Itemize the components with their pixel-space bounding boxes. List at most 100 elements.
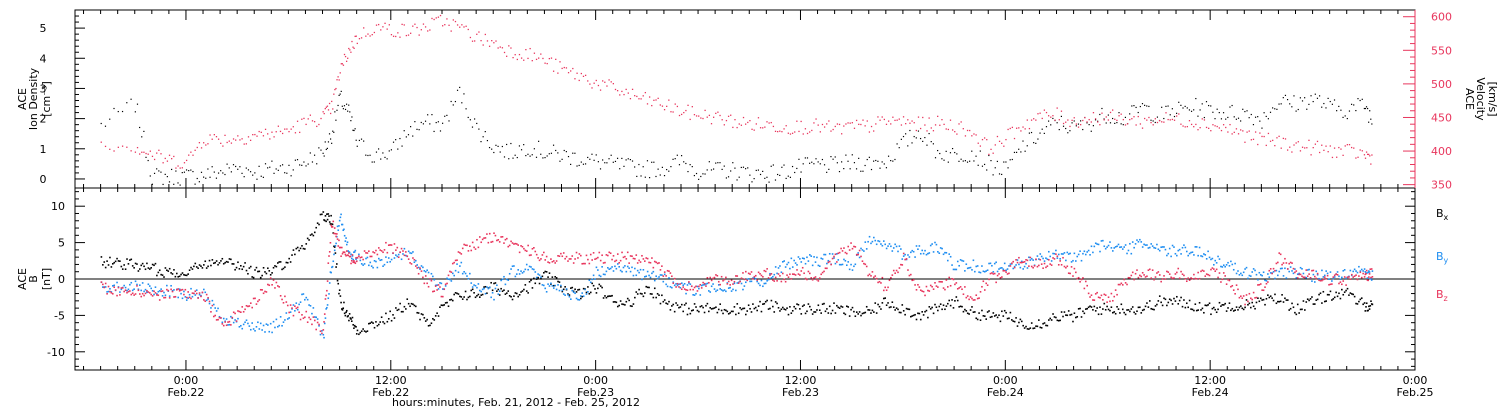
bx-point (941, 308, 943, 311)
bz-point (841, 250, 844, 252)
density-point (506, 143, 508, 146)
bz-point (1164, 278, 1167, 280)
density-point (1039, 132, 1041, 134)
density-point (334, 111, 336, 113)
bz-point (914, 284, 916, 286)
density-point (333, 131, 335, 133)
velocity-point (1257, 143, 1259, 146)
density-point (1244, 110, 1246, 113)
bz-point (648, 261, 650, 264)
x-tick-label-time: 12:00 (375, 374, 407, 387)
bx-point (1109, 309, 1111, 312)
bz-point (757, 271, 760, 274)
bz-point (424, 275, 427, 277)
bx-point (1336, 295, 1339, 298)
bz-point (589, 253, 592, 256)
bx-point (299, 247, 302, 250)
bx-point (796, 303, 798, 305)
by-point (521, 272, 524, 274)
density-point (386, 158, 388, 160)
density-point (567, 155, 570, 158)
bz-point (851, 247, 854, 250)
density-point (356, 145, 358, 147)
bz-point (934, 281, 936, 284)
bz-point (245, 304, 248, 307)
by-point (804, 262, 807, 265)
bz-point (156, 294, 158, 296)
by-point (763, 282, 766, 285)
bz-point (1299, 273, 1302, 276)
density-point (1161, 106, 1163, 108)
bz-point (661, 265, 663, 267)
by-point (875, 243, 878, 246)
by-point (107, 290, 110, 293)
bz-point (646, 257, 649, 260)
bx-point (1364, 310, 1367, 312)
density-point (614, 160, 617, 163)
bz-point (772, 279, 774, 281)
velocity-point (345, 60, 348, 62)
density-point (1222, 112, 1225, 114)
velocity-point (1186, 125, 1188, 128)
by-point (787, 261, 790, 264)
velocity-point (781, 131, 783, 133)
by-point (1323, 274, 1326, 277)
bx-point (865, 305, 868, 308)
bx-point (981, 309, 983, 312)
velocity-point (1280, 147, 1282, 149)
by-point (1002, 268, 1005, 271)
bz-point (1029, 256, 1032, 259)
bz-point (911, 279, 914, 282)
bx-point (302, 247, 305, 250)
velocity-point (969, 129, 971, 132)
by-point (816, 256, 818, 259)
bx-point (380, 316, 383, 319)
velocity-point (1158, 119, 1161, 122)
by-point (419, 268, 421, 271)
bz-point (1332, 276, 1335, 278)
bz-point (854, 246, 857, 248)
by-point (1191, 251, 1194, 253)
bx-point (961, 305, 963, 308)
bx-point (946, 302, 949, 305)
density-point (723, 165, 725, 167)
bz-point (484, 237, 487, 239)
density-point (802, 163, 804, 165)
density-point (971, 150, 973, 152)
velocity-point (323, 112, 325, 115)
density-point (1186, 107, 1188, 109)
by-point (595, 266, 598, 269)
by-point (716, 289, 719, 291)
by-point (959, 259, 962, 261)
by-point (507, 279, 510, 281)
bx-point (686, 313, 689, 316)
by-point (289, 311, 292, 313)
bx-point (1193, 309, 1195, 312)
bz-point (1011, 262, 1013, 265)
bx-point (1201, 307, 1204, 310)
bx-point (589, 291, 592, 294)
bz-point (1231, 284, 1234, 287)
bx-point (975, 317, 978, 320)
by-point (261, 329, 263, 331)
bz-point (629, 255, 632, 257)
by-point (102, 286, 104, 288)
density-tick-label: 0 (40, 173, 47, 186)
bz-point (450, 271, 453, 273)
velocity-point (279, 130, 282, 133)
bz-point (615, 259, 618, 262)
bx-point (1294, 311, 1296, 314)
by-point (484, 292, 487, 295)
bx-point (1286, 299, 1289, 301)
bz-point (1269, 268, 1272, 270)
bx-point (1072, 320, 1074, 323)
bz-point (932, 288, 935, 290)
velocity-point (552, 70, 555, 72)
bx-point (931, 306, 933, 309)
bz-point (259, 288, 262, 291)
bz-point (1191, 278, 1194, 280)
density-point (1052, 117, 1054, 120)
bx-point (769, 307, 771, 310)
density-point (1227, 116, 1229, 119)
bx-point (1370, 300, 1372, 302)
